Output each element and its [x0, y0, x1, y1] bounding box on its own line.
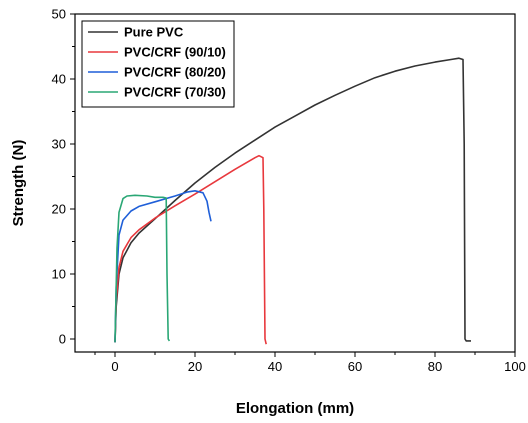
- y-tick-label: 40: [52, 72, 66, 87]
- series-line-1: [114, 57, 471, 343]
- x-axis-title: Elongation (mm): [236, 400, 354, 417]
- legend-label: PVC/CRF (80/20): [124, 65, 226, 80]
- y-axis: 0 10 20 30 40 50: [52, 7, 75, 347]
- legend-label: PVC/CRF (90/10): [124, 45, 226, 60]
- legend-label: PVC/CRF (70/30): [124, 85, 226, 100]
- x-tick-label: 100: [504, 359, 526, 374]
- x-tick-label: 80: [428, 359, 442, 374]
- x-tick-label: 20: [188, 359, 202, 374]
- y-tick-label: 50: [52, 7, 66, 22]
- series-line-2: [114, 154, 267, 345]
- plot-frame: [74, 13, 516, 353]
- y-tick-label: 20: [52, 202, 66, 217]
- series-layer: [114, 57, 471, 345]
- series-line-4: [114, 194, 171, 343]
- y-axis-title: Strength (N): [10, 140, 27, 227]
- y-tick-label: 0: [59, 332, 66, 347]
- x-tick-label: 0: [111, 359, 118, 374]
- legend-label: Pure PVC: [124, 25, 184, 40]
- series-line-3: [114, 190, 212, 343]
- x-axis: 0 20 40 60 80 100: [94, 352, 526, 374]
- y-tick-label: 30: [52, 137, 66, 152]
- x-tick-label: 60: [348, 359, 362, 374]
- x-tick-label: 40: [268, 359, 282, 374]
- legend: Pure PVC PVC/CRF (90/10) PVC/CRF (80/20) PV…: [81, 20, 235, 108]
- y-tick-label: 10: [52, 267, 66, 282]
